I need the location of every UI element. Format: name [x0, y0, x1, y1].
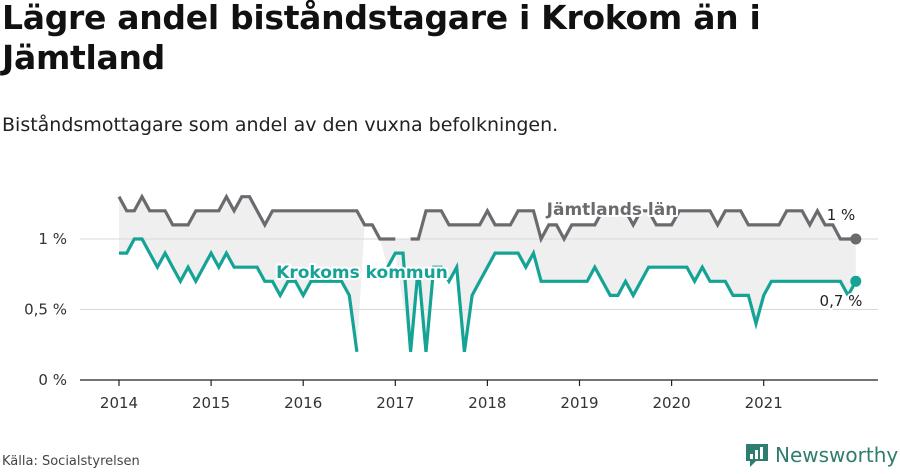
y-tick-label: 0,5 %: [24, 301, 67, 319]
x-tick-label: 2017: [376, 394, 414, 412]
brand-logo[interactable]: Newsworthy: [745, 442, 898, 468]
x-tick-label: 2019: [560, 394, 598, 412]
x-tick-label: 2018: [468, 394, 506, 412]
series-line-krokom: [119, 237, 359, 353]
range-band: [119, 196, 856, 352]
series-line-jamtland: [410, 207, 856, 244]
y-tick-label: 0 %: [38, 371, 67, 389]
label-layer: Jämtlands län Krokoms kommun 1 % 0,7 %: [274, 198, 864, 312]
series-label-jamtland: Jämtlands län: [546, 200, 678, 220]
gridline-layer: 0 % 0,5 % 1 %: [24, 230, 878, 389]
x-tick-label: 2016: [284, 394, 322, 412]
x-tick-label: 2020: [653, 394, 691, 412]
series-line-krokom-end-point: [850, 275, 862, 287]
end-label-krokom: 0,7 %: [820, 292, 863, 310]
x-tick-label: 2021: [745, 394, 783, 412]
source-note: Källa: Socialstyrelsen: [2, 454, 140, 469]
series-line-jamtland-end-point: [850, 233, 862, 245]
newsworthy-icon: [746, 444, 768, 467]
range-band-layer: [119, 196, 856, 352]
end-label-jamtland: 1 %: [827, 206, 856, 224]
series-label-krokom: Krokoms kommun: [276, 263, 448, 283]
x-tick-label: 2014: [100, 394, 138, 412]
series-line-layer: [117, 193, 862, 353]
axis-layer: 2014 2015 2016 2017 2018 2019 2020 2021: [80, 379, 878, 412]
y-tick-label: 1 %: [38, 230, 67, 248]
series-line-krokom: [386, 248, 858, 353]
series-line-jamtland: [117, 193, 396, 241]
chart-subtitle: Biståndsmottagare som andel av den vuxna…: [2, 114, 559, 136]
brand-name: Newsworthy: [775, 443, 899, 467]
x-tick-label: 2015: [192, 394, 230, 412]
chart-title: Lägre andel biståndstagare i Krokom än i…: [2, 0, 761, 77]
